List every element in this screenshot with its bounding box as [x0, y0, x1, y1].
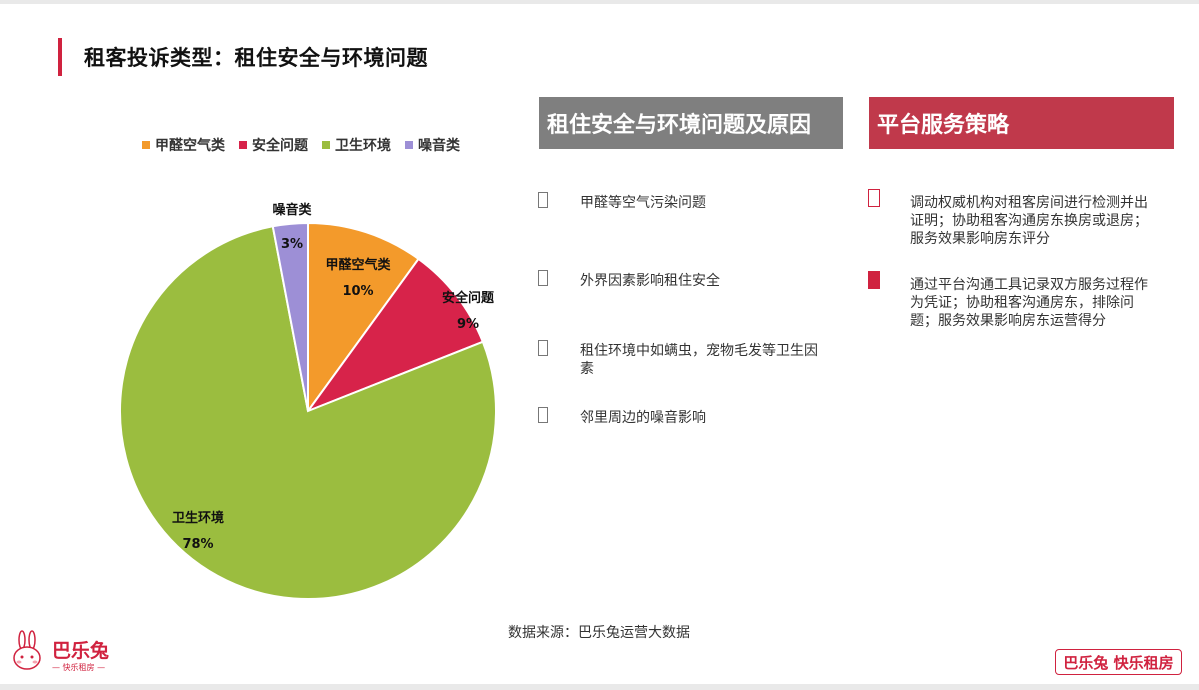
data-source: 数据来源：巴乐兔运营大数据	[508, 625, 690, 641]
legend-item-hygiene: 卫生环境	[322, 135, 391, 155]
checkbox-icon	[868, 189, 880, 207]
cause-item: 外界因素影响租住安全	[538, 270, 838, 290]
cause-text: 租住环境中如螨虫，宠物毛发等卫生因素	[580, 343, 818, 377]
pie-slice-name: 卫生环境	[172, 510, 224, 526]
page-title: 租客投诉类型：租住安全与环境问题	[84, 46, 428, 70]
slide: 租客投诉类型：租住安全与环境问题 甲醛空气类 安全问题 卫生环境 噪音类 甲醛空…	[0, 4, 1199, 684]
chart-legend: 甲醛空气类 安全问题 卫生环境 噪音类	[142, 135, 460, 155]
strategy-item: 调动权威机构对租客房间进行检测并出证明；协助租客沟通房东换房或退房；服务效果影响…	[868, 189, 1158, 248]
checkbox-icon	[538, 270, 548, 286]
brand-badge: 巴乐兔 快乐租房	[1055, 649, 1182, 675]
legend-swatch	[239, 141, 247, 149]
brand-tagline: — 快乐租房 —	[52, 663, 106, 672]
pie-slice	[271, 221, 309, 412]
strategy-text: 通过平台沟通工具记录双方服务过程作为凭证；协助租客沟通房东，排除问题；服务效果影…	[910, 277, 1148, 329]
checkbox-icon	[538, 407, 548, 423]
pie-slice-value: 9%	[457, 317, 479, 332]
pie-slice-value: 3%	[281, 237, 303, 252]
pie-slice-value: 78%	[182, 537, 213, 552]
pie-slice-name: 安全问题	[442, 290, 495, 306]
cause-text: 外界因素影响租住安全	[580, 273, 720, 289]
filled-square-icon	[868, 271, 880, 289]
pie-slice-value: 10%	[342, 284, 373, 299]
pie-chart: 甲醛空气类 10% 安全问题 9% 卫生环境 78% 噪音类 3%	[119, 202, 497, 600]
legend-item-safety: 安全问题	[239, 135, 308, 155]
legend-label: 甲醛空气类	[155, 138, 225, 154]
rabbit-icon	[13, 630, 41, 670]
pie-slice	[307, 221, 420, 415]
title-accent-bar	[58, 38, 62, 76]
legend-item-noise: 噪音类	[405, 135, 460, 155]
cause-text: 甲醛等空气污染问题	[580, 195, 706, 211]
legend-item-formaldehyde: 甲醛空气类	[142, 135, 225, 155]
checkbox-icon	[538, 340, 548, 356]
brand-logo: 巴乐兔 — 快乐租房 —	[10, 630, 120, 676]
legend-swatch	[405, 141, 413, 149]
checkbox-icon	[538, 192, 548, 208]
pie-slice-name: 噪音类	[272, 202, 312, 218]
legend-swatch	[322, 141, 330, 149]
strategy-text: 调动权威机构对租客房间进行检测并出证明；协助租客沟通房东换房或退房；服务效果影响…	[910, 195, 1148, 247]
cause-item: 租住环境中如螨虫，宠物毛发等卫生因素	[538, 340, 828, 378]
legend-label: 卫生环境	[335, 138, 391, 154]
pie-slice	[305, 257, 485, 414]
cause-item: 邻里周边的噪音影响	[538, 407, 838, 427]
legend-label: 噪音类	[418, 138, 460, 154]
pie-slice-name: 甲醛空气类	[325, 257, 391, 273]
brand-name: 巴乐兔	[52, 640, 110, 662]
pie-slice	[119, 225, 497, 600]
cause-item: 甲醛等空气污染问题	[538, 192, 838, 212]
legend-swatch	[142, 141, 150, 149]
strategy-header: 平台服务策略	[869, 97, 1174, 149]
causes-header: 租住安全与环境问题及原因	[539, 97, 843, 149]
legend-label: 安全问题	[252, 138, 308, 154]
cause-text: 邻里周边的噪音影响	[580, 410, 706, 426]
strategy-item: 通过平台沟通工具记录双方服务过程作为凭证；协助租客沟通房东，排除问题；服务效果影…	[868, 271, 1158, 330]
